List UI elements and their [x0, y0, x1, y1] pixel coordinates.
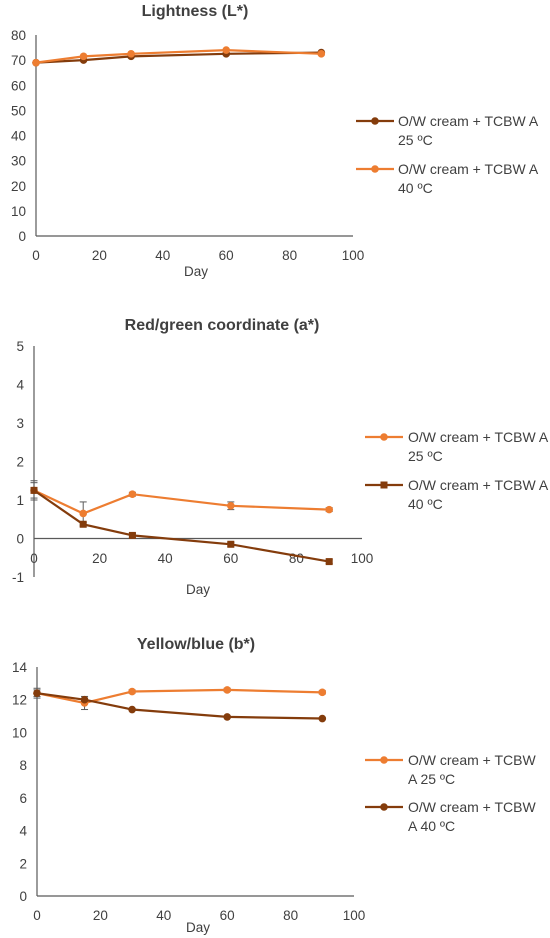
x-tick-label: 0	[33, 908, 41, 923]
y-tick-label: 80	[11, 28, 26, 43]
x-tick-label: 60	[219, 248, 234, 263]
data-point	[223, 686, 231, 694]
data-point	[222, 46, 230, 54]
y-tick-label: 6	[19, 791, 27, 806]
legend-swatch-marker	[380, 433, 388, 441]
data-point	[127, 50, 135, 58]
x-tick-label: 80	[289, 551, 304, 566]
chart-yellow-blue: Yellow/blue (b*) Day O/W cream + TCBW A …	[12, 636, 537, 935]
legend-label-line2: A 40 ºC	[408, 818, 455, 834]
x-tick-label: 0	[32, 248, 40, 263]
y-tick-label: -1	[12, 570, 24, 585]
x-tick-label: 80	[282, 248, 297, 263]
data-point	[79, 52, 88, 61]
legend-label-line1: O/W cream + TCBW	[408, 799, 536, 815]
legend-label-line2: A 25 ºC	[408, 771, 455, 787]
y-tick-label: 0	[16, 532, 24, 547]
x-tick-label: 40	[156, 908, 171, 923]
data-point	[325, 558, 333, 566]
y-tick-label: 50	[11, 103, 26, 118]
x-tick-label: 60	[223, 551, 238, 566]
y-tick-label: 30	[11, 154, 26, 169]
data-point	[318, 714, 327, 723]
legend-label-line1: O/W cream + TCBW A	[398, 161, 539, 177]
x-tick-label: 40	[158, 551, 173, 566]
x-tick-label: 0	[30, 551, 38, 566]
data-point	[80, 695, 89, 704]
y-tick-label: 40	[11, 129, 26, 144]
legend-swatch-marker	[380, 481, 388, 489]
data-point	[32, 58, 40, 67]
data-point	[227, 501, 235, 510]
x-tick-label: 100	[343, 908, 366, 923]
legend: O/W cream + TCBW A 25 ºC O/W cream + TCB…	[365, 752, 536, 834]
y-tick-label: 1	[16, 493, 24, 508]
series-line	[36, 692, 323, 720]
y-tick-label: 10	[11, 204, 26, 219]
legend: O/W cream + TCBW A 25 ºC O/W cream + TCB…	[356, 113, 539, 196]
x-tick-label: 20	[92, 248, 107, 263]
chart-title: Red/green coordinate (a*)	[125, 317, 320, 334]
x-tick-label: 60	[220, 908, 235, 923]
data-point	[33, 689, 41, 697]
legend-label-line1: O/W cream + TCBW A	[398, 113, 539, 129]
legend-label-line1: O/W cream + TCBW A	[408, 429, 549, 445]
data-point	[317, 50, 326, 58]
data-point	[227, 540, 235, 548]
data-point	[128, 490, 137, 499]
x-axis-label: Day	[184, 264, 208, 279]
series-line	[36, 688, 323, 705]
legend-label-line2: 40 ºC	[408, 496, 443, 512]
legend-swatch-marker	[371, 117, 379, 125]
data-point	[79, 509, 87, 518]
legend-swatch-marker	[371, 165, 379, 173]
legend: O/W cream + TCBW A 25 ºC O/W cream + TCB…	[365, 429, 549, 512]
data-point	[223, 713, 231, 721]
chart-red-green: Red/green coordinate (a*) Day O/W cream …	[12, 317, 549, 597]
series-line	[33, 489, 330, 515]
chart-title: Yellow/blue (b*)	[137, 636, 255, 653]
x-tick-label: 40	[155, 248, 170, 263]
data-point	[128, 687, 136, 696]
data-point	[128, 705, 136, 714]
chart-lightness: Lightness (L*) Day O/W cream + TCBW A 25…	[11, 3, 539, 279]
data-point	[30, 486, 38, 494]
x-tick-label: 100	[351, 551, 374, 566]
y-tick-label: 20	[11, 179, 26, 194]
data-point	[79, 520, 87, 528]
y-tick-label: 0	[19, 889, 27, 904]
legend-label-line2: 25 ºC	[408, 448, 443, 464]
y-tick-label: 4	[16, 378, 24, 393]
x-axis-label: Day	[186, 582, 210, 597]
data-point	[325, 505, 334, 514]
y-tick-label: 12	[12, 693, 27, 708]
y-tick-label: 8	[19, 758, 27, 773]
x-tick-label: 20	[92, 551, 107, 566]
legend-label-line1: O/W cream + TCBW	[408, 752, 536, 768]
data-point	[128, 531, 136, 539]
x-tick-label: 100	[342, 248, 365, 263]
legend-swatch-marker	[380, 756, 388, 764]
y-tick-label: 14	[12, 660, 28, 675]
y-tick-label: 3	[16, 416, 24, 431]
legend-label-line2: 25 ºC	[398, 132, 433, 148]
y-tick-label: 60	[11, 78, 26, 93]
y-tick-label: 5	[16, 339, 24, 354]
x-tick-label: 80	[283, 908, 298, 923]
legend-label-line2: 40 ºC	[398, 180, 433, 196]
x-axis-label: Day	[186, 920, 210, 935]
chart-title: Lightness (L*)	[142, 3, 249, 20]
legend-swatch-marker	[380, 803, 388, 811]
y-tick-label: 10	[12, 725, 27, 740]
y-tick-label: 0	[18, 229, 26, 244]
data-point	[318, 688, 327, 697]
y-tick-label: 2	[16, 455, 24, 470]
y-tick-label: 2	[19, 856, 27, 871]
y-tick-label: 4	[19, 824, 27, 839]
x-tick-label: 20	[93, 908, 108, 923]
y-tick-label: 70	[11, 53, 26, 68]
legend-label-line1: O/W cream + TCBW A	[408, 477, 549, 493]
